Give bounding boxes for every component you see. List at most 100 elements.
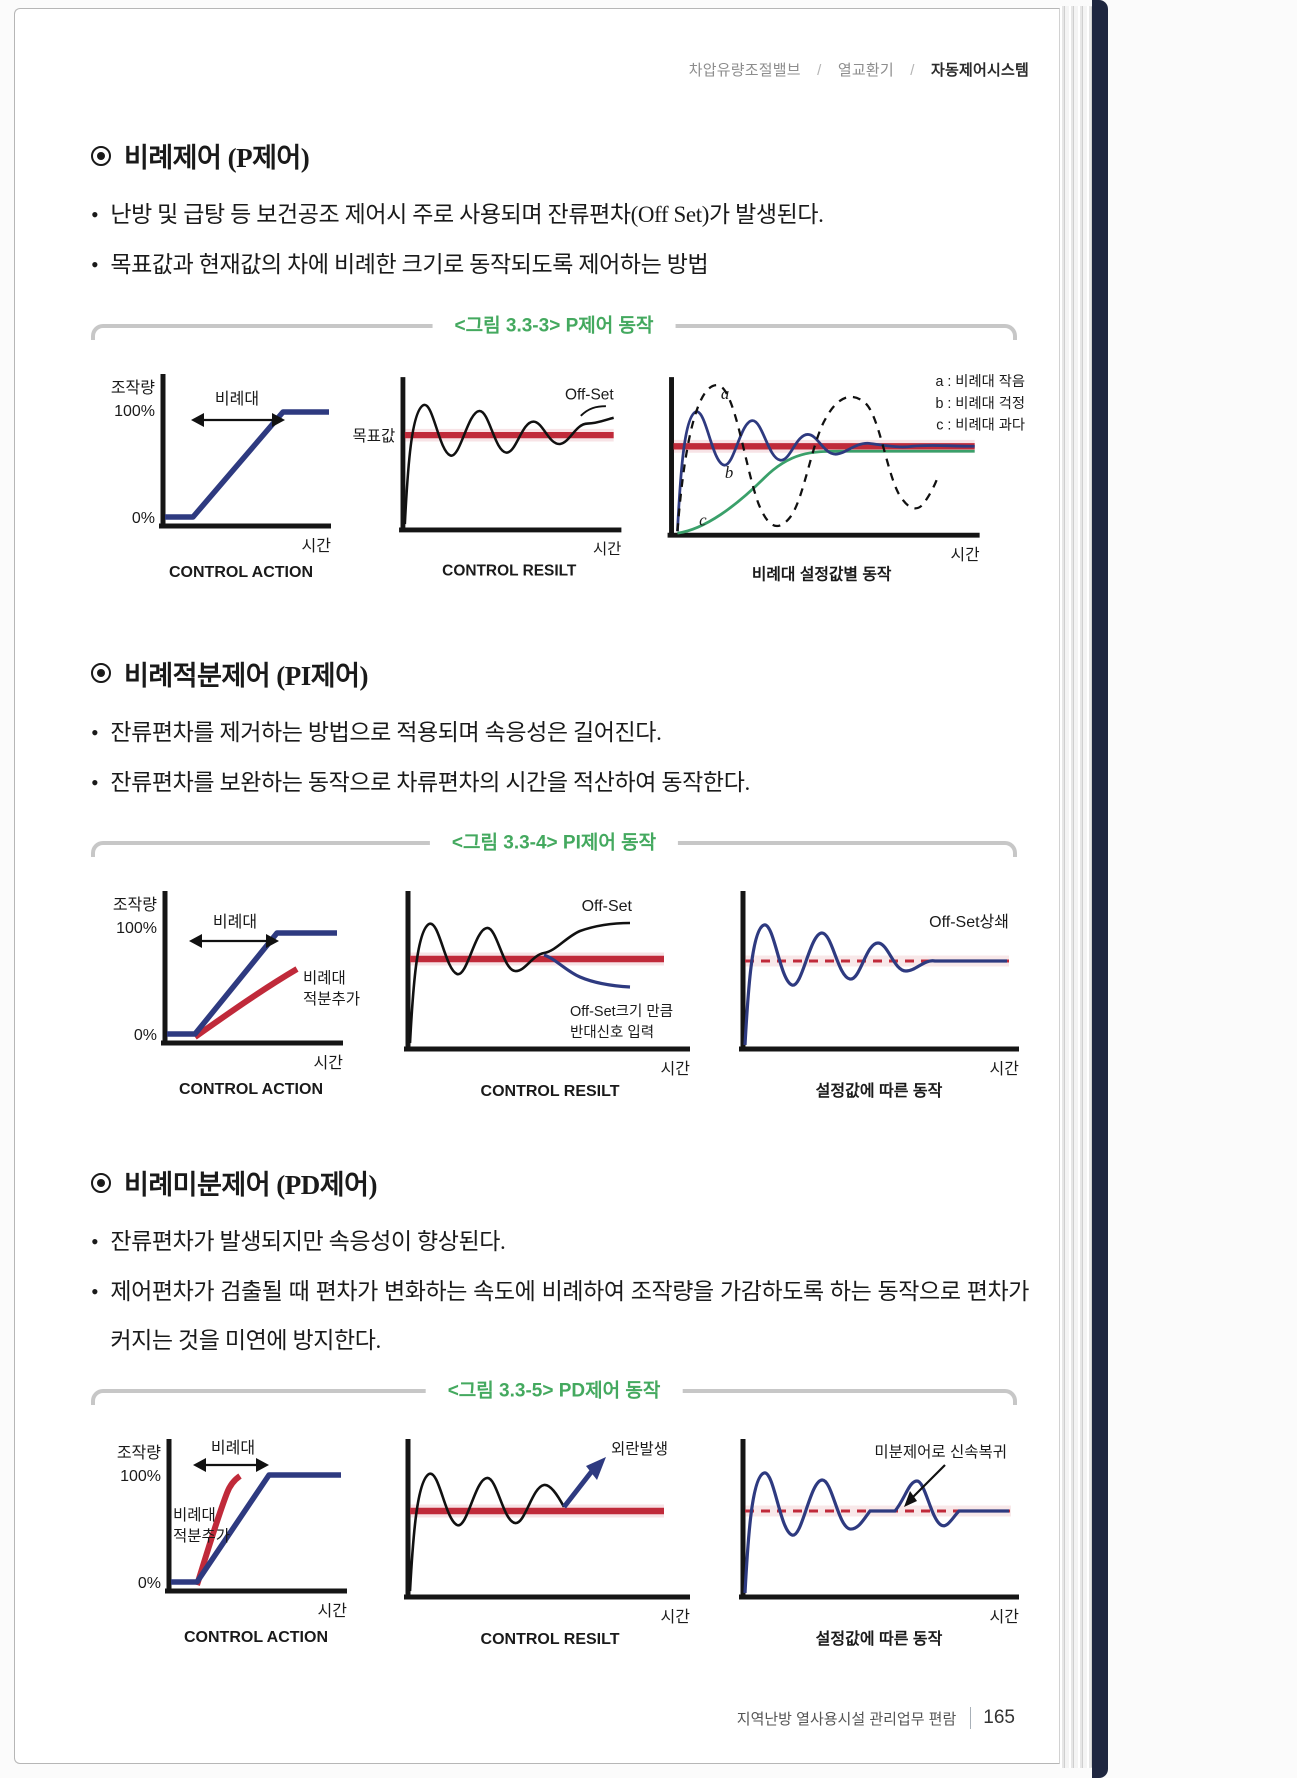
- offset-cancel-label: Off-Set상쇄: [929, 913, 1009, 931]
- bullet-item: 제어편차가 검출될 때 편차가 변화하는 속도에 비례하여 조작량을 가감하도록…: [91, 1268, 1029, 1365]
- bullet-dot-icon: [91, 1268, 98, 1365]
- oscillation-curve: [408, 1472, 566, 1592]
- diagram-title: 비례대 설정값별 동작: [752, 564, 892, 583]
- derivative-label-line1: 비례대: [173, 1506, 216, 1524]
- derivative-label-line2: 적분추가: [173, 1527, 230, 1545]
- breadcrumb: 차압유량조절밸브 / 열교환기 / 자동제어시스템: [91, 9, 1029, 80]
- section-heading-p-control: 비례제어 (P제어): [91, 136, 1029, 175]
- x-axis-label: 시간: [990, 1608, 1020, 1626]
- diagram-pi-control-action: 조작량 100% 0% 비례대 비례대 적분추가 시간 CONTROL ACTI…: [113, 891, 360, 1098]
- proportional-ramp-line: [167, 930, 337, 1037]
- diagram-title: 설정값에 따른 동작: [816, 1081, 943, 1100]
- curve-c-label: c: [699, 510, 707, 529]
- footer-book-title: 지역난방 열사용시설 관리업무 편람: [736, 1710, 957, 1728]
- integral-label-line1: 비례대: [303, 969, 346, 987]
- legend-line-c: c : 비례대 과다: [936, 416, 1025, 433]
- page-content: 차압유량조절밸브 / 열교환기 / 자동제어시스템 비례제어 (P제어) 난방 …: [15, 9, 1059, 1649]
- diagram-title: CONTROL RESILT: [481, 1631, 620, 1648]
- bullet-dot-icon: [91, 759, 98, 807]
- converging-oscillation-curve: [743, 923, 1007, 1046]
- section-heading-pd-control: 비례미분제어 (PD제어): [91, 1163, 1029, 1202]
- section-title: 비례미분제어 (PD제어): [124, 1170, 377, 1201]
- figure-pi-control: 조작량 100% 0% 비례대 비례대 적분추가 시간 CONTROL ACTI…: [91, 871, 1029, 1101]
- proportional-ramp-line: [165, 408, 329, 520]
- x-axis-label: 시간: [990, 1060, 1020, 1078]
- y-min-label: 0%: [132, 510, 155, 527]
- bullet-item: 잔류편차를 제거하는 방법으로 적용되며 속응성은 길어진다.: [91, 709, 1029, 757]
- bullet-dot-icon: [91, 191, 98, 239]
- breadcrumb-separator: /: [910, 62, 915, 79]
- page-footer: 지역난방 열사용시설 관리업무 편람 165: [737, 1707, 1015, 1729]
- diagram-title: CONTROL RESILT: [442, 562, 577, 579]
- band-label: 비례대: [213, 913, 257, 931]
- breadcrumb-item-current: 자동제어시스템: [930, 62, 1029, 79]
- diagram-title: CONTROL RESILT: [481, 1083, 620, 1100]
- bullet-dot-icon: [91, 709, 98, 757]
- diagram-pi-control-result: Off-Set Off-Set크기 만큼 반대신호 입력 시간 CONTROL …: [404, 891, 691, 1100]
- bullet-text: 잔류편차를 제거하는 방법으로 적용되며 속응성은 길어진다.: [110, 719, 662, 745]
- arrowhead-right-icon: [256, 1458, 269, 1473]
- y-max-label: 100%: [114, 403, 155, 420]
- counter-signal-branch: [543, 953, 631, 989]
- bullet-item: 목표값과 현재값의 차에 비례한 크기로 동작되도록 제어하는 방법: [91, 241, 1029, 289]
- section-title: 비례적분제어 (PI제어): [124, 660, 368, 691]
- book-cover-edge: [1092, 0, 1108, 1778]
- curve-a-label: a: [721, 383, 729, 402]
- figure-pd-control: 조작량 100% 0% 비례대 비례대 적분추가 시간 CONTROL ACTI…: [91, 1419, 1029, 1649]
- diagram-title: 설정값에 따른 동작: [816, 1629, 943, 1648]
- recovery-pointer-arrow: [910, 1464, 946, 1500]
- x-axis-label: 시간: [661, 1060, 691, 1078]
- y-max-label: 100%: [120, 1468, 161, 1485]
- oscillation-curve: [403, 403, 614, 524]
- oscillation-curve-offset-branch: [408, 921, 631, 1044]
- integral-label-line2: 적분추가: [303, 990, 360, 1008]
- bullet-item: 잔류편차가 발생되지만 속응성이 향상된다.: [91, 1218, 1029, 1266]
- curve-c-overdamped: [677, 449, 975, 535]
- x-axis-label: 시간: [302, 537, 332, 555]
- arrowhead-left-icon: [189, 934, 202, 949]
- bullet-text: 난방 및 급탕 등 보건공조 제어시 주로 사용되며 잔류편차(Off Set)…: [110, 202, 824, 227]
- breadcrumb-item: 차압유량조절밸브: [688, 62, 801, 79]
- band-label: 비례대: [215, 390, 259, 408]
- y-max-label: 100%: [116, 920, 157, 937]
- y-axis-label: 조작량: [117, 1444, 161, 1462]
- diagram-title: CONTROL ACTION: [169, 564, 313, 581]
- integral-ramp-line: [193, 966, 299, 1040]
- section-heading-pi-control: 비례적분제어 (PI제어): [91, 654, 1029, 693]
- diagram-pd-control-action: 조작량 100% 0% 비례대 비례대 적분추가 시간 CONTROL ACTI…: [117, 1439, 348, 1646]
- recovery-label: 미분제어로 신속복귀: [874, 1443, 1007, 1461]
- breadcrumb-item: 열교환기: [837, 62, 894, 79]
- x-axis-label: 시간: [951, 545, 980, 563]
- derivative-ramp-line: [194, 1473, 242, 1586]
- diagram-title: CONTROL ACTION: [179, 1081, 323, 1098]
- figure-caption-bar: <그림 3.3-3> P제어 동작: [91, 310, 1017, 340]
- bullet-item: 난방 및 급탕 등 보건공조 제어시 주로 사용되며 잔류편차(Off Set)…: [91, 191, 1029, 239]
- offset-label: Off-Set: [582, 898, 633, 915]
- book-page-stack-edge: [1060, 6, 1094, 1768]
- diagram-pd-setpoint-behavior: 미분제어로 신속복귀 시간 설정값에 따른 동작: [739, 1439, 1020, 1648]
- figure-caption-bar: <그림 3.3-5> PD제어 동작: [91, 1375, 1017, 1406]
- arrowhead-left-icon: [191, 412, 204, 427]
- diagram-pi-setpoint-behavior: Off-Set상쇄 시간 설정값에 따른 동작: [739, 891, 1020, 1100]
- figure-caption: <그림 3.3-3> P제어 동작: [432, 310, 676, 338]
- bullet-dot-icon: [91, 241, 98, 289]
- bullet-item: 잔류편차를 보완하는 동작으로 차류편차의 시간을 적산하여 동작한다.: [91, 759, 1029, 807]
- target-label: 목표값: [352, 427, 395, 445]
- x-axis-label: 시간: [318, 1602, 348, 1620]
- diagram-title: CONTROL ACTION: [184, 1629, 328, 1646]
- curve-b-label: b: [725, 462, 733, 481]
- y-min-label: 0%: [134, 1027, 157, 1044]
- legend-line-a: a : 비례대 작음: [935, 373, 1025, 390]
- y-min-label: 0%: [138, 1575, 161, 1592]
- fisheye-bullet-icon: [91, 145, 111, 166]
- bullet-text: 목표값과 현재값의 차에 비례한 크기로 동작되도록 제어하는 방법: [110, 252, 709, 278]
- y-axis-label: 조작량: [111, 379, 155, 397]
- counter-note-line1: Off-Set크기 만큼: [570, 1003, 673, 1020]
- offset-pointer-curve: [579, 404, 606, 417]
- bullet-text: 잔류편차를 보완하는 동작으로 차류편차의 시간을 적산하여 동작한다.: [110, 769, 750, 795]
- recovery-arrowhead-icon: [904, 1491, 917, 1508]
- x-axis-label: 시간: [661, 1608, 691, 1626]
- x-axis-label: 시간: [592, 540, 620, 558]
- proportional-ramp-line: [171, 1472, 341, 1585]
- quick-recovery-curve: [743, 1471, 1009, 1594]
